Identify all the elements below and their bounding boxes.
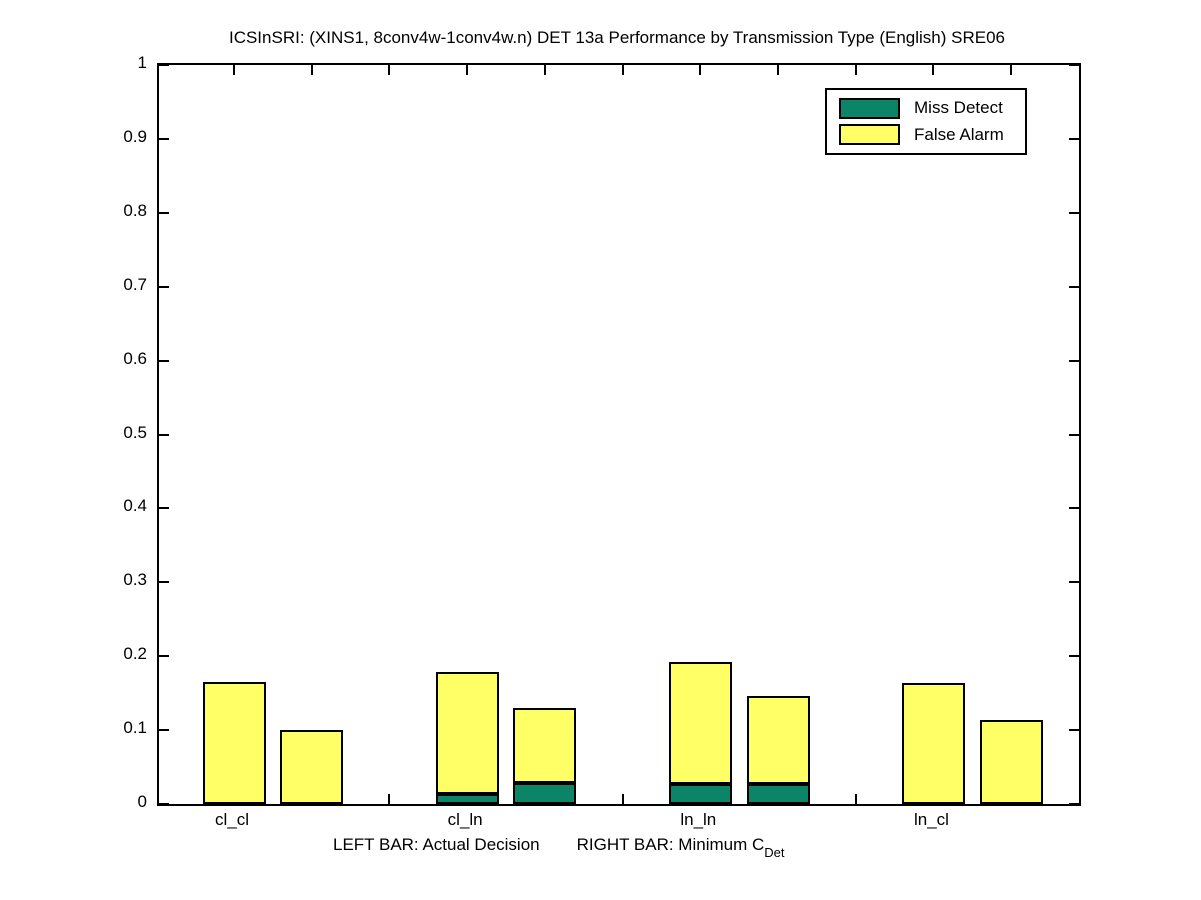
x-axis-tick [388, 794, 391, 804]
y-axis-tick [159, 64, 169, 66]
footnote-subscript: Det [764, 845, 785, 860]
x-axis-tick [854, 794, 857, 804]
x-tick-label: ln_ln [680, 810, 717, 829]
y-axis-tick-right [1069, 433, 1079, 436]
y-axis-tick-right [1069, 803, 1079, 805]
y-axis-tick [159, 655, 169, 658]
x-axis-tick-top [310, 65, 313, 75]
axis-footnote: LEFT BAR: Actual Decision RIGHT BAR: Min… [333, 835, 785, 860]
y-axis-tick [159, 581, 169, 584]
plot-area [157, 63, 1081, 806]
x-axis-tick-top [466, 65, 469, 75]
y-axis-tick [159, 137, 169, 140]
y-axis-tick-right [1069, 729, 1079, 732]
x-axis-tick-top [699, 65, 702, 75]
bar-cl_ln-right-false-alarm [513, 708, 576, 783]
y-axis-tick-right [1069, 359, 1079, 362]
chart-title: ICSInSRI: (XINS1, 8conv4w-1conv4w.n) DET… [228, 28, 1006, 47]
miss-detect-swatch [839, 97, 900, 119]
y-tick-label: 0.4 [123, 496, 147, 516]
x-axis-tick-top [233, 65, 235, 75]
legend-label-miss-detect: Miss Detect [914, 98, 1003, 118]
y-tick-label: 0.7 [123, 274, 147, 294]
y-axis-tick [159, 359, 169, 362]
x-axis-tick-top [1010, 65, 1013, 75]
legend-item-false-alarm: False Alarm [827, 124, 1025, 146]
y-axis-tick [159, 285, 169, 288]
footnote-left-bar: LEFT BAR: Actual Decision [333, 835, 540, 854]
y-tick-label: 0.5 [123, 422, 147, 442]
bar-ln_ln-left-miss-detect [669, 784, 732, 804]
x-axis-tick-top [854, 65, 857, 75]
bar-ln_cl-right-false-alarm [980, 720, 1043, 804]
x-axis-tick-top [621, 65, 624, 75]
y-tick-label: 0.1 [123, 718, 147, 738]
x-tick-label: cl_cl [214, 810, 249, 829]
y-axis-tick-right [1069, 285, 1079, 288]
x-axis-tick-top [932, 65, 935, 75]
y-axis-tick [159, 803, 169, 805]
x-axis-tick [621, 794, 624, 804]
y-tick-label: 1 [137, 53, 147, 72]
x-axis-tick-top [543, 65, 546, 75]
legend-label-false-alarm: False Alarm [914, 124, 1004, 144]
bar-cl_cl-right-false-alarm [280, 730, 343, 804]
y-tick-label: 0 [137, 792, 147, 811]
y-tick-label: 0.2 [123, 644, 147, 664]
bar-cl_ln-left-false-alarm [436, 672, 499, 794]
false-alarm-swatch [839, 124, 900, 146]
footnote-right-bar: RIGHT BAR: Minimum CDet [576, 835, 785, 860]
legend-item-miss-detect: Miss Detect [827, 97, 1025, 119]
y-axis-tick [159, 433, 169, 436]
bar-ln_ln-right-miss-detect [747, 784, 810, 804]
y-tick-label: 0.8 [123, 200, 147, 220]
bar-cl_ln-left-miss-detect [436, 794, 499, 804]
y-axis-tick-right [1069, 507, 1079, 510]
x-axis-tick-top [777, 65, 780, 75]
y-axis-tick-right [1069, 137, 1079, 140]
x-tick-label: ln_cl [913, 810, 949, 829]
bar-ln_cl-left-false-alarm [902, 683, 965, 804]
x-axis-tick-top [388, 65, 391, 75]
y-axis-tick-right [1069, 211, 1079, 214]
x-tick-label: cl_ln [447, 810, 483, 829]
bar-ln_ln-left-false-alarm [669, 662, 732, 784]
legend: Miss Detect False Alarm [825, 88, 1027, 155]
y-axis-tick-right [1069, 64, 1079, 66]
y-axis-tick [159, 507, 169, 510]
bar-cl_cl-left-false-alarm [203, 682, 266, 804]
bar-cl_ln-right-miss-detect [513, 783, 576, 804]
y-axis-tick [159, 729, 169, 732]
y-tick-label: 0.9 [123, 126, 147, 146]
y-tick-label: 0.6 [123, 348, 147, 368]
y-axis-tick [159, 211, 169, 214]
y-axis-tick-right [1069, 655, 1079, 658]
y-tick-label: 0.3 [123, 570, 147, 590]
bar-ln_ln-right-false-alarm [747, 696, 810, 784]
y-axis-tick-right [1069, 581, 1079, 584]
